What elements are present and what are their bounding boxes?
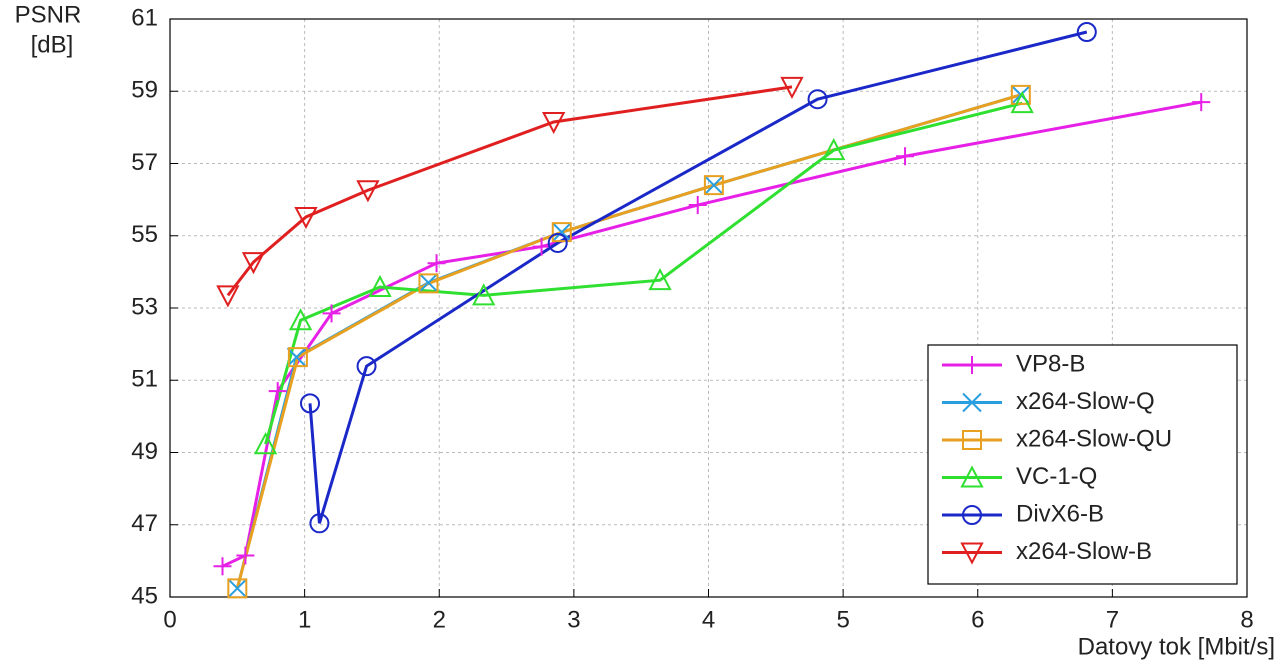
plot-frame: [169, 18, 1248, 598]
marker: [356, 356, 377, 377]
marker: [822, 137, 846, 161]
y-axis-label: PSNR: [15, 1, 82, 28]
marker: [213, 557, 232, 576]
x-tick-label: 2: [433, 606, 446, 633]
x-axis-label: Datovy tok [Mbit/s]: [1078, 633, 1275, 660]
series-line: [235, 93, 1022, 589]
marker: [287, 347, 308, 368]
y-tick-label: 45: [131, 582, 158, 609]
marker: [300, 393, 321, 414]
x-tick-label: 3: [567, 606, 580, 633]
series-line: [226, 85, 793, 297]
marker: [648, 268, 672, 291]
legend-marker: [960, 542, 984, 565]
legend-label: VP8-B: [1016, 350, 1085, 377]
marker: [288, 308, 313, 331]
series-line: [235, 93, 1022, 589]
marker: [703, 175, 724, 196]
marker: [216, 285, 240, 308]
marker: [309, 513, 330, 534]
marker: [1076, 22, 1097, 43]
marker: [294, 206, 318, 230]
y-tick-label: 57: [131, 149, 158, 176]
x-tick-label: 6: [971, 606, 984, 633]
marker: [227, 578, 248, 599]
legend-label: VC-1-Q: [1016, 463, 1097, 490]
marker: [427, 254, 446, 273]
series-line: [264, 101, 1023, 445]
marker: [418, 273, 439, 294]
y-tick-label: 47: [131, 510, 158, 537]
marker: [286, 347, 307, 367]
y-tick-label: 55: [131, 221, 158, 248]
marker: [241, 252, 266, 275]
marker: [368, 274, 392, 298]
marker: [780, 76, 804, 100]
x-tick-label: 4: [702, 606, 715, 633]
y-tick-label: 59: [131, 77, 158, 104]
marker: [542, 111, 566, 135]
x-tick-label: 8: [1240, 606, 1253, 633]
marker: [1192, 93, 1211, 112]
y-tick-label: 49: [131, 438, 158, 465]
x-tick-label: 1: [298, 606, 311, 633]
marker: [688, 196, 707, 215]
marker: [1010, 91, 1034, 114]
legend-label: x264-Slow-B: [1016, 538, 1152, 565]
marker: [268, 382, 287, 401]
legend-marker: [960, 465, 984, 488]
marker: [236, 546, 255, 565]
y-tick-label: 61: [131, 4, 158, 31]
marker: [253, 432, 278, 455]
marker: [322, 304, 341, 323]
x-tick-label: 0: [163, 606, 176, 633]
marker: [532, 237, 551, 256]
legend-label: DivX6-B: [1016, 500, 1104, 527]
legend-marker: [962, 430, 982, 450]
marker: [472, 283, 496, 306]
marker: [227, 578, 248, 599]
marker: [547, 232, 568, 253]
marker: [807, 89, 828, 110]
y-tick-label: 53: [131, 293, 158, 320]
marker: [552, 222, 572, 242]
marker: [896, 147, 915, 166]
marker: [356, 180, 380, 203]
x-tick-label: 7: [1106, 606, 1119, 633]
marker: [1010, 84, 1031, 105]
legend-marker: [963, 356, 981, 374]
marker: [418, 273, 439, 293]
marker: [704, 175, 724, 195]
y-tick-label: 51: [131, 366, 158, 393]
legend-marker: [962, 392, 982, 413]
legend-label: x264-Slow-QU: [1016, 425, 1172, 452]
legend-marker: [962, 505, 982, 525]
legend-label: x264-Slow-Q: [1016, 388, 1155, 415]
y-axis-label: [dB]: [31, 31, 74, 58]
x-tick-label: 5: [836, 606, 849, 633]
series-line: [308, 30, 1088, 524]
